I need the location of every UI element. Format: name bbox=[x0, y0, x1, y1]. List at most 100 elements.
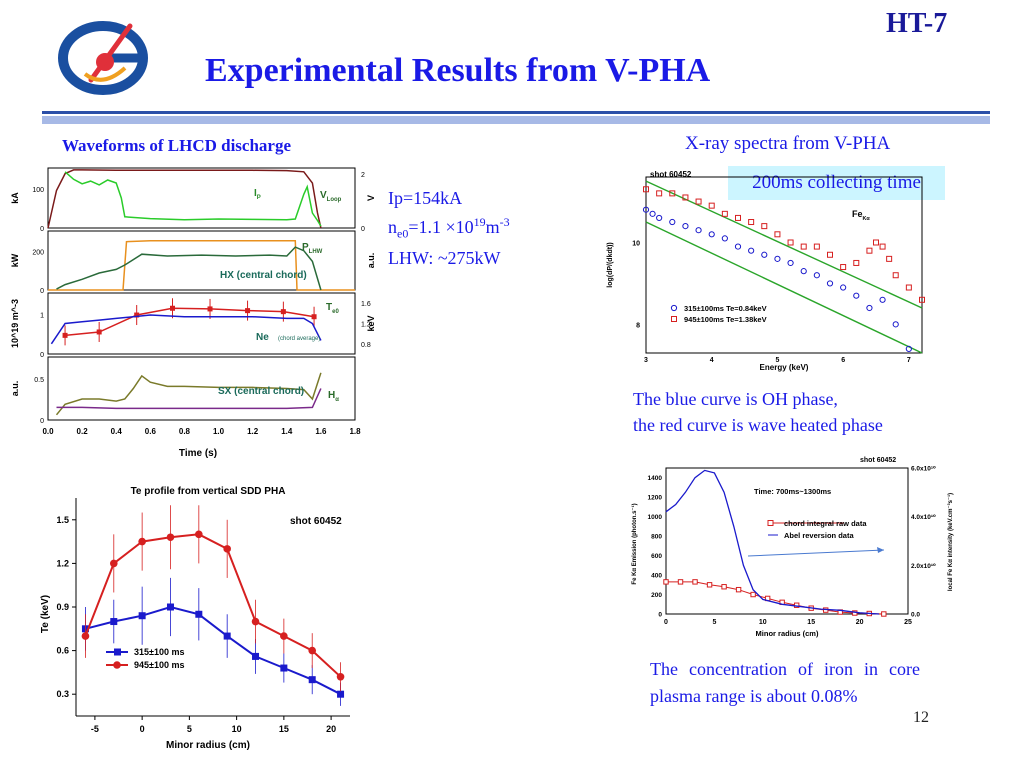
xray-spectra-chart: shot 60452 3 4 5 6 7 8 10 Energy (keV) log(dP/(dk… bbox=[607, 170, 925, 372]
series-line bbox=[666, 581, 884, 615]
data-point bbox=[166, 603, 174, 611]
data-point bbox=[308, 676, 316, 684]
density-param: ne0=1.1 ×1019m-3 bbox=[388, 215, 510, 241]
data-point bbox=[840, 264, 847, 271]
chart-title: Te profile from vertical SDD PHA bbox=[131, 486, 286, 497]
data-point bbox=[669, 190, 676, 197]
data-point bbox=[813, 243, 820, 250]
waveform-series-line bbox=[55, 372, 322, 416]
panel-y2-tick: 2 bbox=[361, 172, 365, 179]
data-point bbox=[695, 227, 702, 234]
te0-marker bbox=[96, 329, 102, 335]
x-tick-label: 0.2 bbox=[77, 427, 89, 436]
x-tick-label: 20 bbox=[856, 619, 864, 626]
legend-label: Abel reversion data bbox=[784, 531, 854, 540]
y-tick-label: 1.5 bbox=[56, 515, 69, 525]
panel-y-tick: 0 bbox=[40, 352, 44, 359]
data-point bbox=[677, 579, 684, 585]
data-point bbox=[642, 206, 650, 213]
waveform-series-line bbox=[56, 388, 322, 410]
data-point bbox=[280, 632, 288, 640]
te0-marker bbox=[245, 308, 251, 314]
data-point bbox=[251, 617, 260, 626]
project-tag: HT-7 bbox=[886, 8, 948, 39]
plot-frame bbox=[665, 467, 909, 615]
series-label: Ne bbox=[256, 332, 269, 343]
data-point bbox=[735, 586, 742, 593]
x-tick-label: 4 bbox=[710, 357, 714, 364]
panel-y-label: kW bbox=[10, 253, 20, 267]
shot-annotation: shot 60452 bbox=[650, 170, 692, 179]
waveforms-section-title: Waveforms of LHCD discharge bbox=[62, 136, 292, 155]
data-point bbox=[800, 243, 807, 250]
slide-title: Experimental Results from V-PHA bbox=[205, 52, 711, 89]
data-point bbox=[252, 652, 260, 660]
data-point bbox=[886, 255, 893, 262]
arrow-head-icon bbox=[877, 547, 884, 553]
panel-y2-tick: 0 bbox=[361, 226, 365, 233]
data-point bbox=[840, 284, 847, 291]
fit-line bbox=[645, 221, 923, 354]
data-point bbox=[827, 251, 833, 258]
x-tick-label: 0 bbox=[140, 724, 145, 734]
series-label: VLoop bbox=[320, 190, 342, 203]
x-tick-label: 6 bbox=[841, 357, 845, 364]
y-tick-label: 8 bbox=[636, 322, 640, 329]
spectra-caption-line: the red curve is wave heated phase bbox=[633, 415, 883, 435]
waveform-panel-frame bbox=[47, 167, 356, 229]
series-line bbox=[665, 469, 880, 615]
data-point bbox=[166, 533, 175, 542]
panel-y2-tick: 0.8 bbox=[361, 342, 371, 349]
data-point bbox=[669, 218, 676, 226]
waveform-series-line bbox=[64, 171, 322, 227]
series-label: PLHW bbox=[302, 242, 323, 255]
y-axis-label: Fe Kα Emission (photon.s⁻¹) bbox=[631, 503, 638, 584]
series-line bbox=[85, 605, 342, 696]
data-point bbox=[280, 664, 288, 672]
panel-y2-label: keV bbox=[366, 315, 376, 331]
legend-marker bbox=[671, 316, 677, 322]
y-tick-label: 0 bbox=[658, 612, 662, 619]
data-point bbox=[879, 243, 886, 250]
data-point bbox=[223, 545, 231, 553]
data-point bbox=[643, 186, 649, 193]
waveform-series-line bbox=[65, 307, 315, 337]
data-point bbox=[110, 618, 118, 626]
data-point bbox=[761, 223, 768, 230]
lhw-power-param: LHW: ~275kW bbox=[388, 247, 501, 268]
x-tick-label: 10 bbox=[759, 619, 767, 626]
x-axis-label: Energy (keV) bbox=[760, 363, 809, 372]
data-point bbox=[223, 632, 231, 640]
x-tick-label: 1.6 bbox=[315, 427, 327, 436]
data-point bbox=[866, 247, 873, 254]
waveform-series-line bbox=[50, 314, 322, 345]
data-point bbox=[682, 223, 689, 230]
te0-marker bbox=[207, 306, 213, 312]
x-tick-label: 1.2 bbox=[247, 427, 259, 436]
x-tick-label: 3 bbox=[644, 357, 648, 364]
data-point bbox=[905, 284, 912, 291]
legend-label: 945±100ms Te=1.38keV bbox=[684, 315, 767, 324]
data-point bbox=[721, 210, 728, 217]
data-point bbox=[892, 272, 899, 279]
te0-marker bbox=[311, 314, 317, 320]
data-point bbox=[879, 296, 886, 303]
y-axis-label: Te (keV) bbox=[40, 595, 51, 633]
data-point bbox=[881, 611, 887, 617]
page-number: 12 bbox=[913, 709, 929, 726]
data-point bbox=[750, 591, 756, 598]
data-point bbox=[735, 214, 741, 221]
panel-y2-tick: 1.2 bbox=[361, 322, 371, 329]
legend-marker bbox=[767, 520, 774, 526]
y-tick-label: 0.9 bbox=[56, 602, 69, 612]
data-point bbox=[708, 231, 715, 238]
panel-y-tick: 200 bbox=[32, 250, 44, 257]
series-label: SX (central chord) bbox=[218, 386, 304, 397]
data-point bbox=[138, 537, 146, 546]
x-tick-label: 15 bbox=[807, 619, 815, 626]
y-tick-label: 1200 bbox=[648, 495, 663, 502]
legend-marker bbox=[670, 304, 678, 312]
data-point bbox=[905, 345, 912, 353]
x-tick-label: 5 bbox=[775, 357, 779, 364]
discharge-parameters: Ip=154kA ne0=1.1 ×1019m-3 LHW: ~275kW bbox=[388, 186, 510, 270]
